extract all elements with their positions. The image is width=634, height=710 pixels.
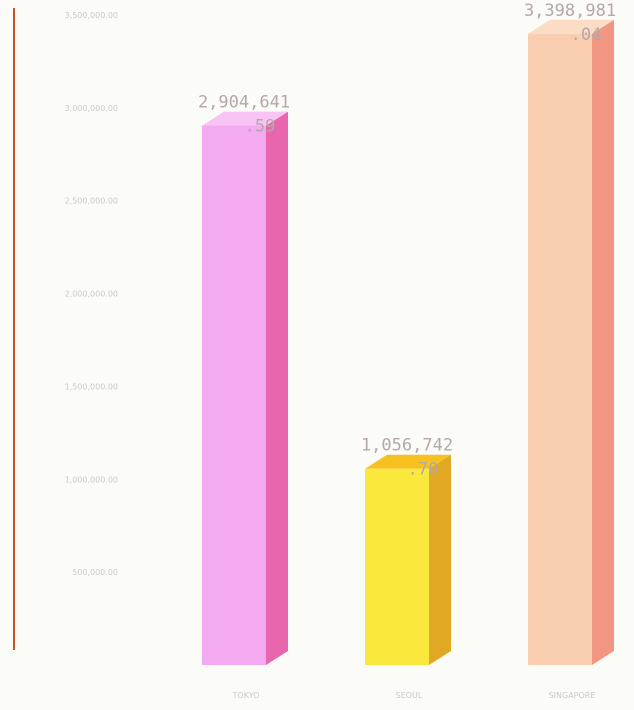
y-tick-label: 1,000,000.00 bbox=[65, 475, 118, 484]
x-axis-labels: TOKYO SEOUL SINGAPORE bbox=[232, 691, 596, 700]
bar-side-face bbox=[592, 19, 614, 665]
bar-side-face bbox=[429, 454, 451, 665]
bar-front-face bbox=[528, 33, 592, 665]
bar-tokyo: 2,904,641 .59 bbox=[198, 93, 290, 666]
bar-side-face bbox=[266, 111, 288, 666]
bar-data-label: 1,056,742 bbox=[361, 436, 453, 456]
y-tick-label: 1,500,000.00 bbox=[65, 382, 118, 391]
y-tick-label: 500,000.00 bbox=[72, 568, 118, 577]
bar-singapore: 3,398,981 .04 bbox=[524, 1, 616, 665]
bar-data-label-decimal: .59 bbox=[245, 117, 276, 137]
y-tick-label: 3,500,000.00 bbox=[65, 11, 118, 20]
y-tick-label: 2,500,000.00 bbox=[65, 197, 118, 206]
bar-data-label: 3,398,981 bbox=[524, 1, 616, 21]
y-tick-label: 2,000,000.00 bbox=[65, 290, 118, 299]
x-category-label: TOKYO bbox=[232, 691, 260, 700]
bar-top-face bbox=[365, 454, 451, 469]
y-axis-ticks: 500,000.00 1,000,000.00 1,500,000.00 2,000,… bbox=[65, 11, 118, 577]
bar-front-face bbox=[202, 125, 266, 666]
x-category-label: SEOUL bbox=[396, 691, 423, 700]
bar-front-face bbox=[365, 468, 429, 665]
bar-data-label-decimal: .04 bbox=[571, 25, 602, 45]
bar-top-face bbox=[528, 19, 614, 34]
x-category-label: SINGAPORE bbox=[549, 691, 596, 700]
bar-seoul: 1,056,742 .70 bbox=[361, 436, 453, 665]
bar-data-label-decimal: .70 bbox=[408, 460, 439, 480]
bars: 2,904,641 .59 1,056,742 .70 3,398,981 .04 bbox=[198, 1, 616, 666]
bar-top-face bbox=[202, 111, 288, 126]
y-tick-label: 3,000,000.00 bbox=[65, 104, 118, 113]
bar-data-label: 2,904,641 bbox=[198, 93, 290, 113]
